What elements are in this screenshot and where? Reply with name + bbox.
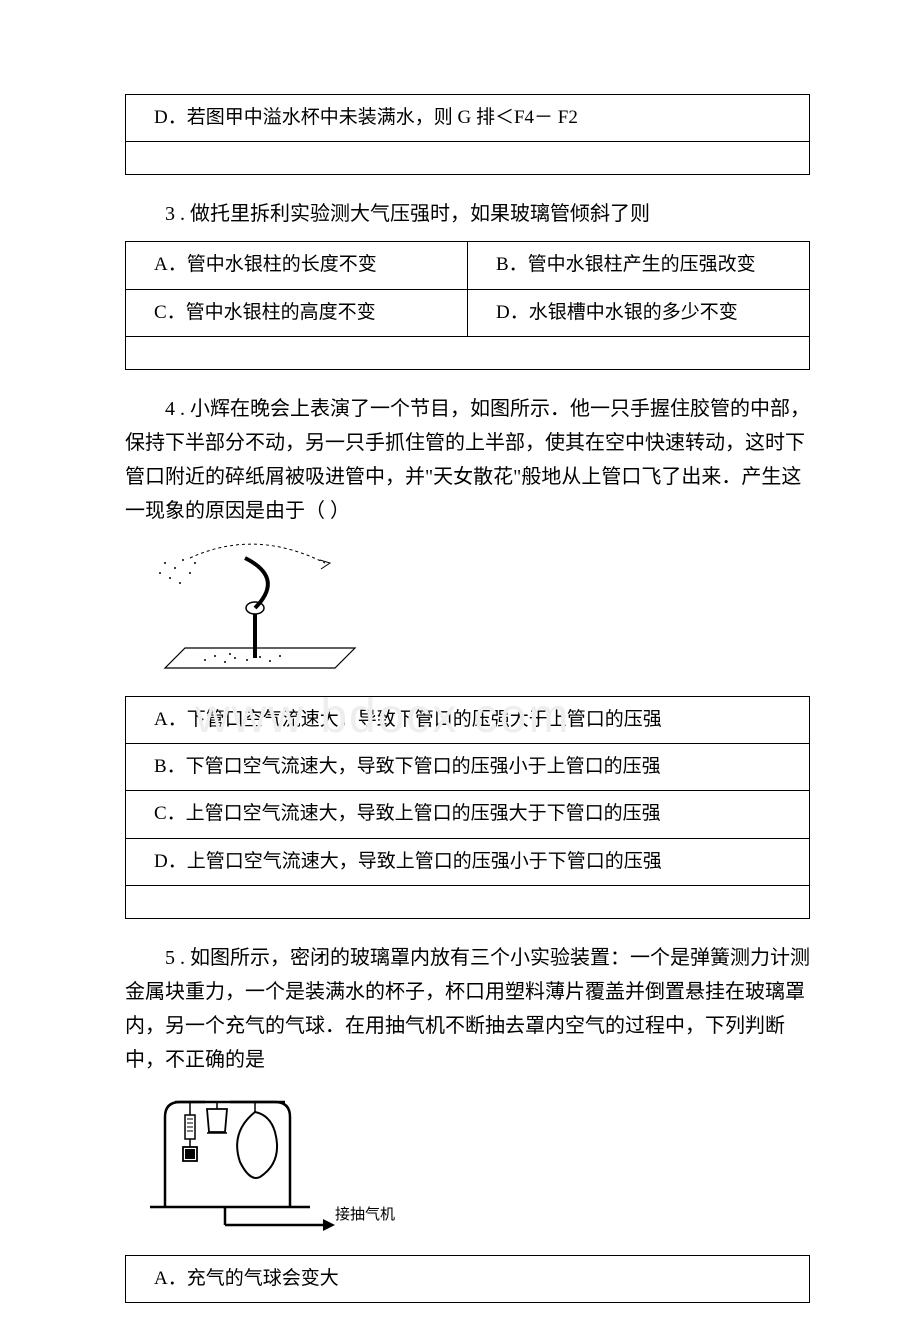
q4-stem: 4 . 小辉在晚会上表演了一个节目，如图所示．他一只手握住胶管的中部，保持下半部… bbox=[125, 392, 810, 528]
q4-option-a: A．下管口空气流速大，导致下管口的压强大于上管口的压强 bbox=[126, 696, 810, 743]
q3-option-a: A．管中水银柱的长度不变 bbox=[126, 242, 468, 289]
q3-stem: 3 . 做托里拆利实验测大气压强时，如果玻璃管倾斜了则 bbox=[125, 197, 810, 231]
q4-options-table: A．下管口空气流速大，导致下管口的压强大于上管口的压强 B．下管口空气流速大，导… bbox=[125, 696, 810, 919]
q5-stem: 5 . 如图所示，密闭的玻璃罩内放有三个小实验装置：一个是弹簧测力计测金属块重力… bbox=[125, 941, 810, 1077]
q3-option-c: C．管中水银柱的高度不变 bbox=[126, 289, 468, 336]
q4-figure bbox=[135, 538, 810, 688]
q3-option-d: D．水银槽中水银的多少不变 bbox=[468, 289, 810, 336]
q4-option-b: B．下管口空气流速大，导致下管口的压强小于上管口的压强 bbox=[126, 744, 810, 791]
q3-options-table: A．管中水银柱的长度不变 B．管中水银柱产生的压强改变 C．管中水银柱的高度不变… bbox=[125, 241, 810, 370]
q3-blank-row bbox=[126, 336, 810, 369]
q5-option-a: A．充气的气球会变大 bbox=[126, 1256, 810, 1303]
q4-option-d: D．上管口空气流速大，导致上管口的压强小于下管口的压强 bbox=[126, 838, 810, 885]
document-page: D．若图甲中溢水杯中未装满水，则 G 排＜F4－ F2 3 . 做托里拆利实验测… bbox=[0, 0, 920, 1343]
q2-options-table-partial: D．若图甲中溢水杯中未装满水，则 G 排＜F4－ F2 bbox=[125, 94, 810, 175]
q4-option-c: C．上管口空气流速大，导致上管口的压强大于下管口的压强 bbox=[126, 791, 810, 838]
q2-blank-row bbox=[126, 142, 810, 175]
q4-blank-row bbox=[126, 886, 810, 919]
q3-option-b: B．管中水银柱产生的压强改变 bbox=[468, 242, 810, 289]
q5-figure: 接抽气机 bbox=[135, 1087, 810, 1247]
q5-fig-label: 接抽气机 bbox=[335, 1206, 395, 1223]
q5-options-table-partial: A．充气的气球会变大 bbox=[125, 1255, 810, 1303]
q2-option-d: D．若图甲中溢水杯中未装满水，则 G 排＜F4－ F2 bbox=[126, 95, 810, 142]
